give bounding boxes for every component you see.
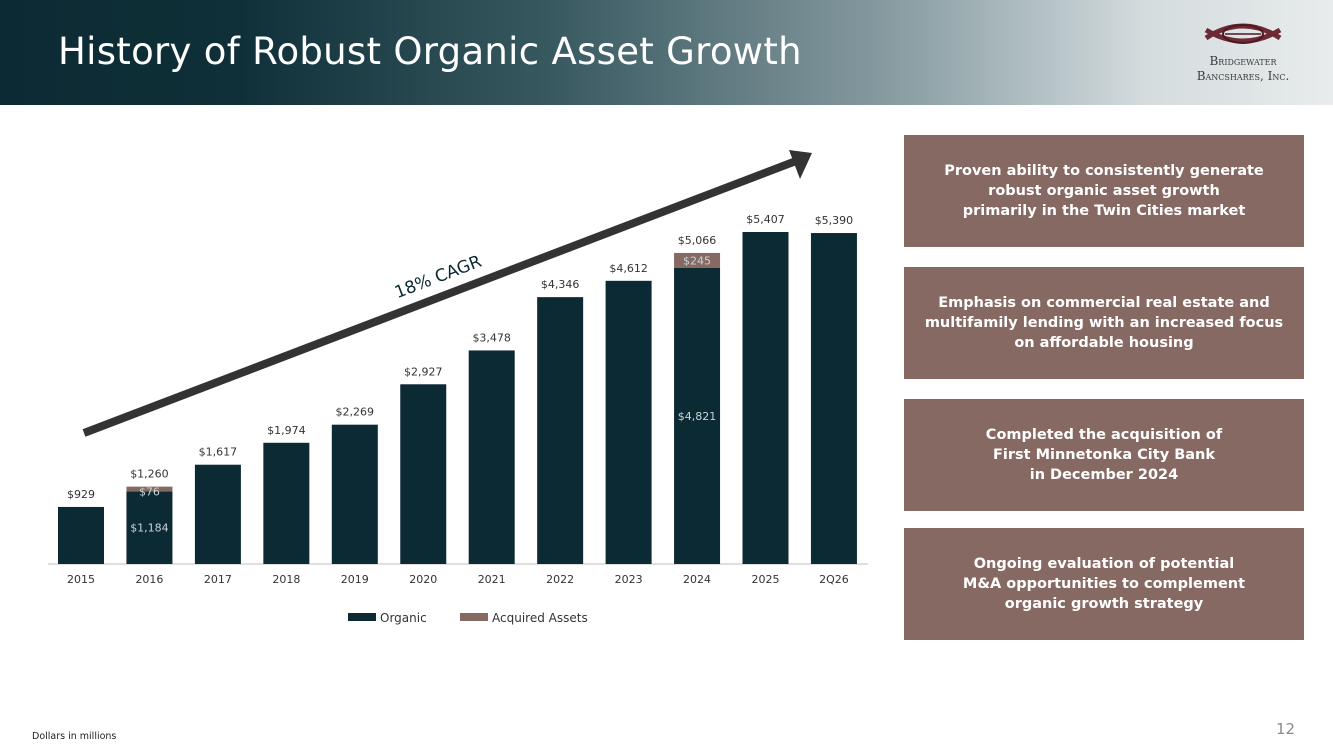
x-tick-label: 2024 bbox=[683, 573, 711, 586]
bar-organic-2021 bbox=[468, 350, 515, 564]
x-tick-label: 2022 bbox=[546, 573, 574, 586]
x-tick-label: 2016 bbox=[135, 573, 163, 586]
bar-organic-2025 bbox=[742, 232, 789, 564]
panel-organic-growth: Proven ability to consistently generate … bbox=[904, 135, 1304, 247]
panel-text: Emphasis on commercial real estate and m… bbox=[924, 295, 1284, 351]
legend-swatch-acquired bbox=[460, 613, 488, 621]
x-tick-label: 2019 bbox=[341, 573, 369, 586]
segment-label: $76 bbox=[139, 485, 160, 498]
bar-acquired-2016 bbox=[126, 486, 173, 492]
panel-commercial-lending: Emphasis on commercial real estate and m… bbox=[904, 267, 1304, 379]
panel-text: Completed the acquisition of First Minne… bbox=[985, 427, 1223, 483]
total-label: $1,260 bbox=[130, 468, 169, 481]
total-label: $2,269 bbox=[336, 406, 375, 419]
x-tick-label: 2021 bbox=[478, 573, 506, 586]
bar-organic-2024 bbox=[674, 267, 721, 564]
panel-acquisition: Completed the acquisition of First Minne… bbox=[904, 399, 1304, 511]
x-tick-label: 2023 bbox=[615, 573, 643, 586]
bar-organic-2022 bbox=[537, 297, 584, 564]
x-tick-label: 2Q26 bbox=[819, 573, 849, 586]
bar-organic-2018 bbox=[263, 442, 310, 564]
asset-growth-chart: $929 2015 $1,260 2016 $1,617 2017 $1,974 2018 $2… bbox=[48, 150, 868, 625]
page-number: 12 bbox=[1276, 720, 1296, 738]
logo-wordmark: Bridgewater Bancshares, Inc. bbox=[1178, 54, 1308, 84]
panel-ma-opportunities: Ongoing evaluation of potential M&A oppo… bbox=[904, 528, 1304, 640]
total-label: $929 bbox=[67, 488, 95, 501]
panel-text: Proven ability to consistently generate … bbox=[944, 163, 1264, 219]
bar-organic-2015 bbox=[58, 506, 104, 564]
page-title: History of Robust Organic Asset Growth bbox=[58, 30, 802, 73]
bar-organic-2023 bbox=[605, 280, 652, 564]
total-label: $5,407 bbox=[746, 213, 785, 226]
legend-label-acquired: Acquired Assets bbox=[492, 611, 588, 625]
bar-acquired-2024 bbox=[674, 252, 721, 268]
total-label: $1,974 bbox=[267, 424, 306, 437]
bar-organic-2017 bbox=[194, 464, 241, 564]
total-label: $4,346 bbox=[541, 278, 580, 291]
logo-line-1: Bridgewater bbox=[1209, 54, 1277, 68]
header-banner: History of Robust Organic Asset Growth B… bbox=[0, 0, 1333, 105]
bar-organic-2019 bbox=[331, 424, 378, 564]
total-label: $5,066 bbox=[678, 234, 717, 247]
logo-emblem-icon bbox=[1204, 23, 1282, 44]
x-tick-label: 2017 bbox=[204, 573, 232, 586]
x-tick-label: 2018 bbox=[272, 573, 300, 586]
segment-label: $245 bbox=[683, 254, 711, 267]
panel-text: Ongoing evaluation of potential M&A oppo… bbox=[962, 556, 1246, 612]
legend-swatch-organic bbox=[348, 613, 376, 621]
x-tick-label: 2025 bbox=[752, 573, 780, 586]
company-logo: Bridgewater Bancshares, Inc. bbox=[1178, 16, 1308, 92]
cagr-arrow-line bbox=[82, 157, 798, 437]
legend-label-organic: Organic bbox=[380, 611, 427, 625]
x-tick-label: 2020 bbox=[409, 573, 437, 586]
bar-organic-2q26 bbox=[810, 233, 857, 565]
logo-line-2: Bancshares, Inc. bbox=[1196, 69, 1290, 83]
bar-organic-2020 bbox=[400, 384, 447, 564]
total-label: $3,478 bbox=[472, 331, 511, 344]
segment-label: $4,821 bbox=[678, 410, 717, 423]
x-tick-label: 2015 bbox=[67, 573, 95, 586]
cagr-arrowhead bbox=[789, 150, 812, 179]
total-label: $4,612 bbox=[609, 262, 648, 275]
footnote: Dollars in millions bbox=[32, 731, 117, 742]
total-label: $1,617 bbox=[199, 446, 238, 459]
segment-label: $1,184 bbox=[130, 522, 169, 535]
total-label: $2,927 bbox=[404, 365, 443, 378]
total-label: $5,390 bbox=[815, 214, 854, 227]
bar-organic-2016 bbox=[126, 491, 173, 564]
